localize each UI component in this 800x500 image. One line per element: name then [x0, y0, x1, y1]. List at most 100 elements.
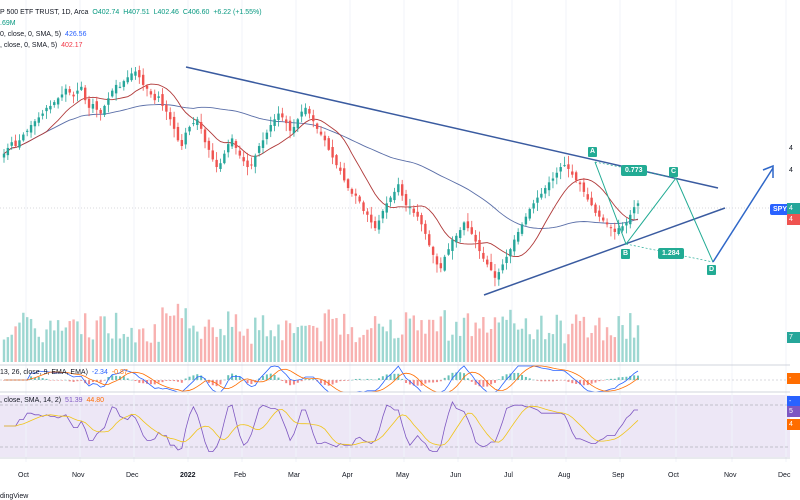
macd-histogram-bar: [215, 380, 218, 387]
time-axis-label: Jun: [450, 472, 462, 479]
candle-body: [571, 171, 574, 175]
fib-ratio-lower[interactable]: 1.284: [658, 248, 684, 259]
macd-histogram-bar: [474, 380, 477, 385]
volume-bar: [578, 320, 582, 362]
time-axis-label: Dec: [126, 472, 139, 479]
volume-bar: [474, 322, 477, 362]
symbol-legend[interactable]: P 500 ETF TRUST, 1D, Arca O402.74 H407.5…: [0, 8, 264, 17]
macd-histogram-bar: [617, 377, 620, 380]
volume-bar: [462, 317, 466, 362]
macd-histogram-bar: [582, 380, 585, 386]
volume-bar: [377, 323, 381, 362]
volume-bar: [157, 341, 160, 362]
volume-bar: [636, 325, 640, 362]
volume-bar: [385, 331, 388, 362]
candle-body: [563, 165, 566, 167]
candle-body: [412, 208, 415, 213]
wave-label-b[interactable]: B: [621, 249, 630, 259]
candle-body: [544, 188, 547, 194]
sma2-legend[interactable]: , close, 0, SMA, 5) 402.17: [0, 41, 85, 50]
volume-bar: [308, 325, 311, 362]
macd-histogram-bar: [323, 380, 326, 385]
candle-body: [22, 134, 25, 141]
rsi-tag-2: 4: [787, 419, 800, 430]
volume-bar: [632, 337, 636, 362]
volume-bar: [532, 339, 535, 362]
wave-label-a[interactable]: A: [588, 147, 597, 157]
macd-histogram-bar: [200, 375, 203, 380]
candle-body: [617, 228, 620, 235]
candle-body: [95, 101, 98, 110]
rsi-params: , close, SMA, 14, 2): [0, 397, 62, 404]
candle-body: [87, 98, 91, 108]
volume-bar: [602, 340, 605, 362]
candle-body: [292, 126, 296, 134]
volume-bar: [118, 338, 122, 362]
candle-body: [6, 147, 10, 156]
volume-bar: [486, 332, 489, 362]
candle-body: [118, 86, 122, 88]
macd-histogram-bar: [331, 380, 334, 385]
volume-bar: [2, 339, 6, 362]
time-axis-label: Sep: [612, 472, 625, 479]
candle-body: [397, 184, 400, 193]
macd-histogram-bar: [88, 380, 91, 385]
open-value: O402.74: [92, 9, 120, 16]
macd-histogram-bar: [308, 378, 311, 380]
macd-histogram-bar: [238, 376, 241, 380]
macd-histogram-bar: [405, 380, 408, 383]
lower-trendline[interactable]: [483, 207, 726, 296]
volume-bar: [544, 339, 547, 362]
volume-bar: [428, 319, 431, 362]
rsi-legend[interactable]: , close, SMA, 14, 2) 51.39 44.80: [0, 396, 106, 405]
volume-bar: [76, 321, 79, 362]
projected-path[interactable]: [712, 167, 774, 263]
rsi-band: [0, 395, 790, 457]
candle-body: [134, 71, 137, 76]
volume-bar: [122, 334, 126, 362]
macd-histogram-bar: [134, 380, 137, 382]
macd-histogram-bar: [606, 379, 609, 380]
macd-histogram-bar: [439, 380, 442, 382]
volume-bar: [389, 319, 392, 362]
macd-histogram-bar: [637, 375, 639, 380]
candle-body: [408, 207, 412, 209]
volume-bar: [277, 324, 280, 362]
volume-bar: [339, 334, 342, 362]
abcd-projection[interactable]: [594, 161, 714, 263]
price-scale-tick: 4: [787, 165, 800, 176]
macd-histogram-bar: [629, 375, 632, 380]
volume-bar: [227, 311, 230, 362]
volume-bar: [335, 318, 338, 362]
candle-body: [219, 163, 222, 169]
time-axis-label: Apr: [342, 472, 353, 479]
macd-histogram-bar: [68, 380, 71, 382]
volume-bar: [574, 314, 578, 362]
fib-ratio-upper[interactable]: 0.773: [621, 165, 647, 176]
volume-bar: [172, 315, 176, 362]
candle-body: [99, 109, 102, 114]
volume-bar: [346, 334, 350, 362]
sma1-legend[interactable]: 0, close, 0, SMA, 5) 426.56: [0, 30, 88, 39]
wave-label-c[interactable]: C: [669, 167, 678, 177]
candle-body: [157, 96, 160, 98]
volume-bar: [435, 331, 439, 362]
candle-body: [524, 216, 528, 225]
candle-body: [103, 105, 106, 115]
macd-histogram-bar: [80, 380, 83, 381]
time-axis-label: Jul: [504, 472, 513, 479]
macd-histogram-bar: [142, 380, 145, 384]
macd-legend[interactable]: 13, 26, close, 9, EMA, EMA) -2.34 -0.87: [0, 368, 130, 377]
wave-label-d[interactable]: D: [707, 265, 716, 275]
candle-body: [227, 144, 230, 153]
macd-histogram-bar: [559, 380, 562, 381]
macd-histogram-bar: [490, 380, 493, 385]
candle-body: [443, 256, 446, 271]
volume-bar: [609, 335, 613, 362]
volume-legend[interactable]: .69M: [0, 19, 18, 28]
candle-body: [138, 70, 141, 78]
candle-body: [613, 228, 617, 232]
macd-histogram-bar: [347, 380, 350, 381]
candle-body: [478, 239, 481, 252]
candle-body: [586, 194, 589, 200]
